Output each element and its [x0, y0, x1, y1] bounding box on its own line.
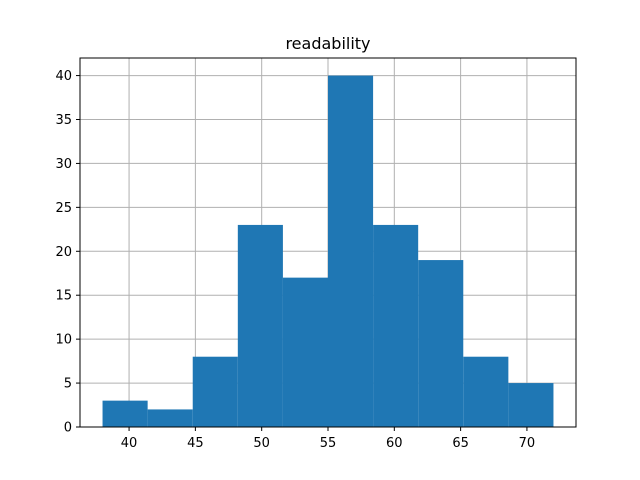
y-tick-label: 40	[55, 69, 72, 84]
y-tick-label: 35	[55, 113, 72, 128]
y-tick-label: 10	[55, 333, 72, 348]
x-tick-label: 65	[452, 436, 469, 451]
histogram-bar	[373, 224, 419, 427]
y-tick-label: 30	[55, 157, 72, 172]
histogram-bar	[508, 383, 554, 427]
bars-layer	[102, 75, 554, 428]
histogram-bar	[328, 75, 374, 428]
x-tick-label: 70	[519, 436, 536, 451]
y-tick-label: 25	[55, 201, 72, 216]
x-tick-label: 45	[187, 436, 204, 451]
chart-title: readability	[285, 34, 370, 53]
y-tick-label: 0	[64, 421, 72, 436]
ticks-layer: 40 45 50 55 60 65 70 0 5 10 15 20 25 30 35 40	[55, 69, 535, 451]
histogram-bar	[102, 400, 148, 427]
y-tick-label: 5	[64, 377, 72, 392]
histogram-bar	[192, 356, 238, 427]
y-tick-label: 15	[55, 289, 72, 304]
x-tick-label: 50	[253, 436, 270, 451]
histogram-bar	[463, 356, 509, 427]
histogram-bar	[237, 224, 283, 427]
y-tick-label: 20	[55, 245, 72, 260]
x-tick-label: 55	[320, 436, 337, 451]
x-tick-label: 60	[386, 436, 403, 451]
x-tick-label: 40	[121, 436, 138, 451]
histogram-bar	[147, 409, 193, 427]
histogram-bar	[282, 277, 328, 427]
histogram-bar	[418, 260, 464, 427]
